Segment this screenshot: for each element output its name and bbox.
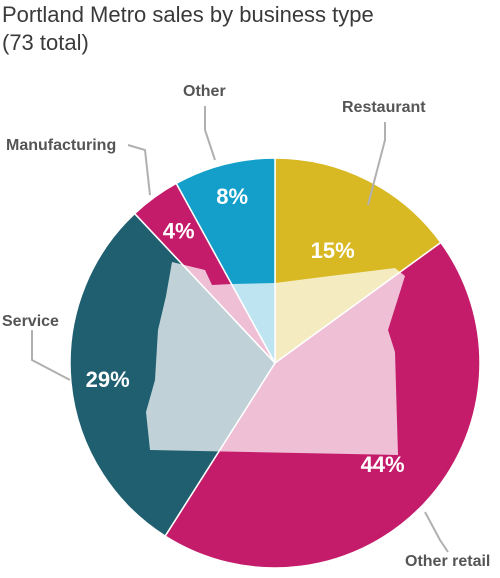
category-label: Service xyxy=(2,313,59,330)
leader-line xyxy=(424,511,449,553)
chart-title: Portland Metro sales by business type xyxy=(2,2,374,27)
chart-subtitle: (73 total) xyxy=(2,30,89,55)
category-label: Other xyxy=(183,83,226,100)
category-label: Other retail xyxy=(405,553,490,570)
leader-line xyxy=(127,144,151,196)
leader-line xyxy=(367,122,386,206)
leader-line xyxy=(31,330,71,381)
oregon-outline xyxy=(146,262,405,455)
value-label: 4% xyxy=(163,218,195,243)
value-label: 15% xyxy=(311,238,355,263)
labels: 15% Restaurant 44% Other retail 29% Service 4%… xyxy=(2,83,490,570)
value-label: 8% xyxy=(216,184,248,209)
category-label: Restaurant xyxy=(342,99,426,116)
value-label: 29% xyxy=(86,367,130,392)
category-label: Manufacturing xyxy=(6,137,116,154)
leader-line xyxy=(204,106,216,161)
value-label: 44% xyxy=(361,452,405,477)
